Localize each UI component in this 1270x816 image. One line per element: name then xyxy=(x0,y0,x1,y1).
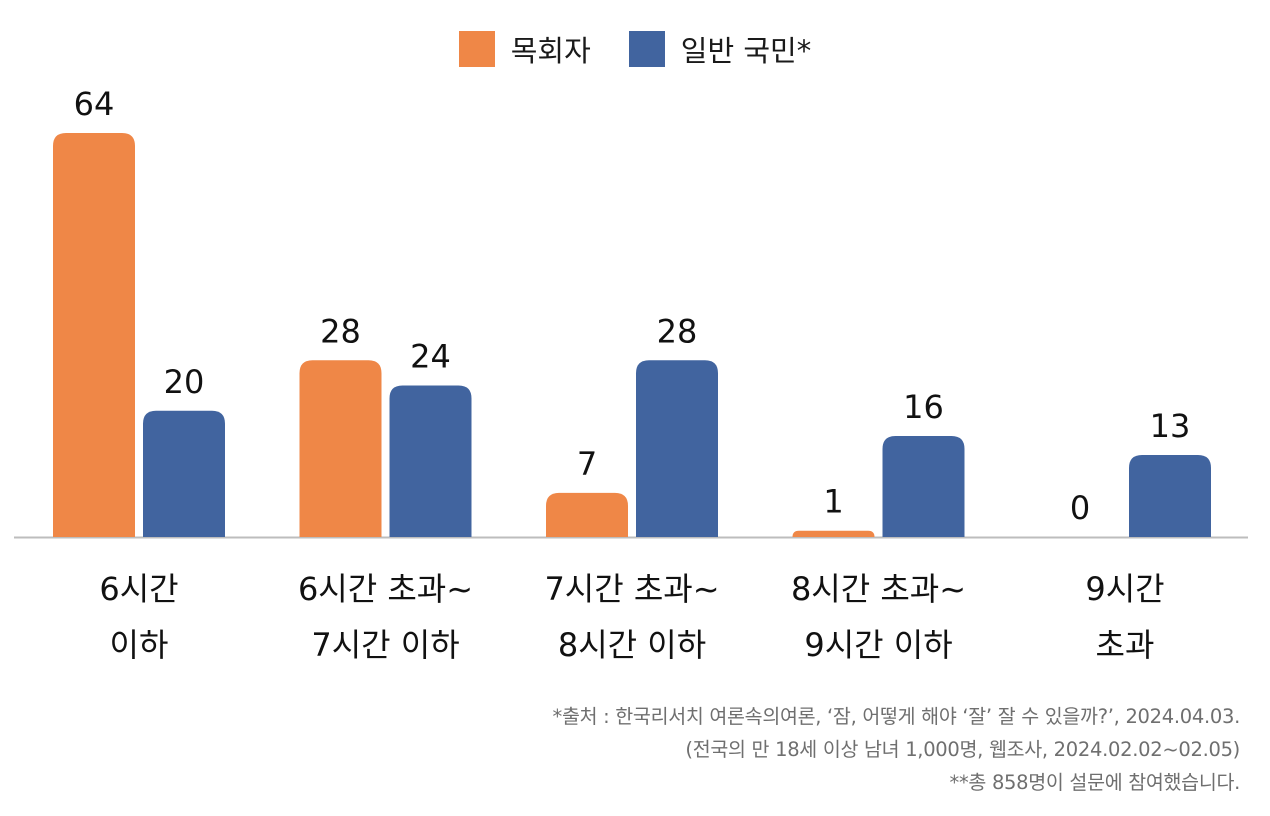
bar-public-2 xyxy=(636,360,718,537)
legend-label-pastors: 목회자 xyxy=(510,34,591,68)
bar-pastors-3 xyxy=(792,530,875,537)
category-label-1-line-2: 7시간 이하 xyxy=(311,626,459,664)
data-label-pastors-2: 7 xyxy=(577,445,597,483)
data-label-pastors-0: 64 xyxy=(74,85,115,123)
source-line-2: (전국의 만 18세 이상 남녀 1,000명, 웹조사, 2024.02.02… xyxy=(685,738,1240,761)
bar-public-0 xyxy=(143,410,225,537)
legend: 목회자 일반 국민* xyxy=(0,28,1270,70)
legend-swatch-blue xyxy=(628,31,665,67)
category-label-4-line-2: 초과 xyxy=(1096,626,1155,664)
bar-public-3 xyxy=(882,436,965,537)
data-label-public-4: 13 xyxy=(1150,407,1191,445)
bar-public-1 xyxy=(389,385,472,537)
legend-swatch-orange xyxy=(458,31,495,67)
category-label-1-line-1: 6시간 초과~ xyxy=(298,570,473,608)
category-label-0-line-1: 6시간 xyxy=(99,570,178,608)
source-line-3: **총 858명이 설문에 참여했습니다. xyxy=(949,771,1241,794)
bar-pastors-2 xyxy=(546,492,628,537)
category-label-2-line-2: 8시간 이하 xyxy=(558,626,706,664)
category-label-0-line-2: 이하 xyxy=(110,626,169,664)
category-label-4-line-1: 9시간 xyxy=(1085,570,1164,608)
bar-pastors-1 xyxy=(299,360,382,537)
legend-label-general-public: 일반 국민* xyxy=(680,34,812,68)
data-label-pastors-1: 28 xyxy=(320,312,361,350)
data-label-public-2: 28 xyxy=(657,312,698,350)
data-label-public-1: 24 xyxy=(410,338,451,376)
legend-item-general-public: 일반 국민* xyxy=(628,28,812,70)
data-label-pastors-3: 1 xyxy=(823,483,843,521)
legend-item-pastors: 목회자 xyxy=(458,28,591,70)
source-note: *출처 : 한국리서치 여론속의여론, ‘잠, 어떻게 해야 ‘잘’ 잘 수 있… xyxy=(553,700,1241,799)
bar-pastors-0 xyxy=(53,133,135,537)
bar-public-4 xyxy=(1129,454,1211,537)
data-label-public-0: 20 xyxy=(164,363,205,401)
source-line-1: *출처 : 한국리서치 여론속의여론, ‘잠, 어떻게 해야 ‘잘’ 잘 수 있… xyxy=(552,705,1241,728)
category-label-3-line-1: 8시간 초과~ xyxy=(791,570,966,608)
category-label-3-line-2: 9시간 이하 xyxy=(804,626,952,664)
data-label-public-3: 16 xyxy=(903,388,944,426)
category-label-2-line-1: 7시간 초과~ xyxy=(544,570,719,608)
data-label-pastors-4: 0 xyxy=(1070,489,1090,527)
